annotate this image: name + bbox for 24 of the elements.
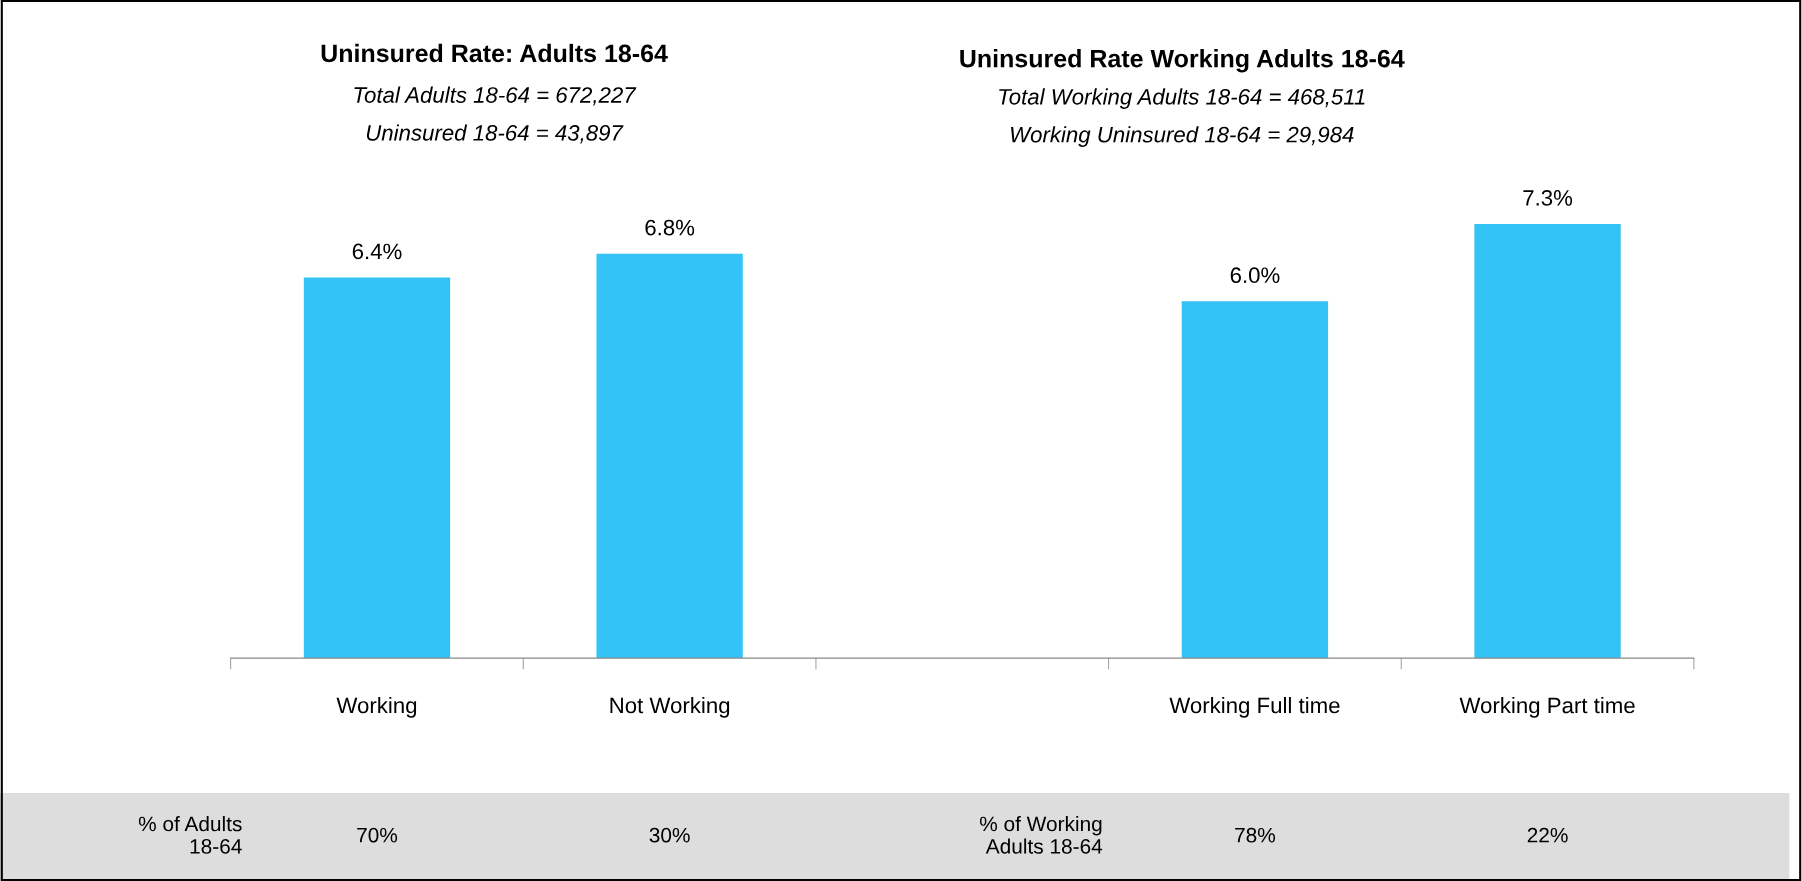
text: Uninsured Rate: Adults 18-64	[321, 43, 668, 63]
text: % of Working Adults 18-64	[979, 816, 1103, 854]
data-label: 6.4%	[352, 243, 402, 260]
bar	[1474, 224, 1621, 659]
text: 70%	[357, 827, 398, 843]
x-tick-label: Working	[336, 697, 417, 718]
text: % of Adults 18-64	[138, 816, 242, 854]
text: Uninsured 18-64 = 43,897	[366, 124, 624, 144]
text: 22%	[1527, 827, 1568, 843]
bar	[303, 277, 451, 659]
bar	[1181, 301, 1329, 659]
text: Total Working Adults 18-64 = 468,511	[999, 88, 1365, 110]
text: Total Adults 18-64 = 672,227	[354, 86, 637, 106]
data-label: 6.0%	[1230, 267, 1280, 284]
x-tick-label: Working Full time	[1169, 697, 1340, 718]
text: Working Uninsured 18-64 = 29,984	[1011, 126, 1354, 147]
data-label: 6.8%	[645, 219, 695, 236]
x-tick-label: Not Working	[610, 697, 730, 718]
x-tick-label: Working Part time	[1459, 697, 1635, 718]
text: 30%	[649, 827, 690, 843]
text: Uninsured Rate Working Adults 18-64	[960, 49, 1405, 73]
bar	[596, 253, 743, 659]
data-label: 7.3%	[1523, 190, 1573, 206]
text: 78%	[1235, 827, 1276, 843]
